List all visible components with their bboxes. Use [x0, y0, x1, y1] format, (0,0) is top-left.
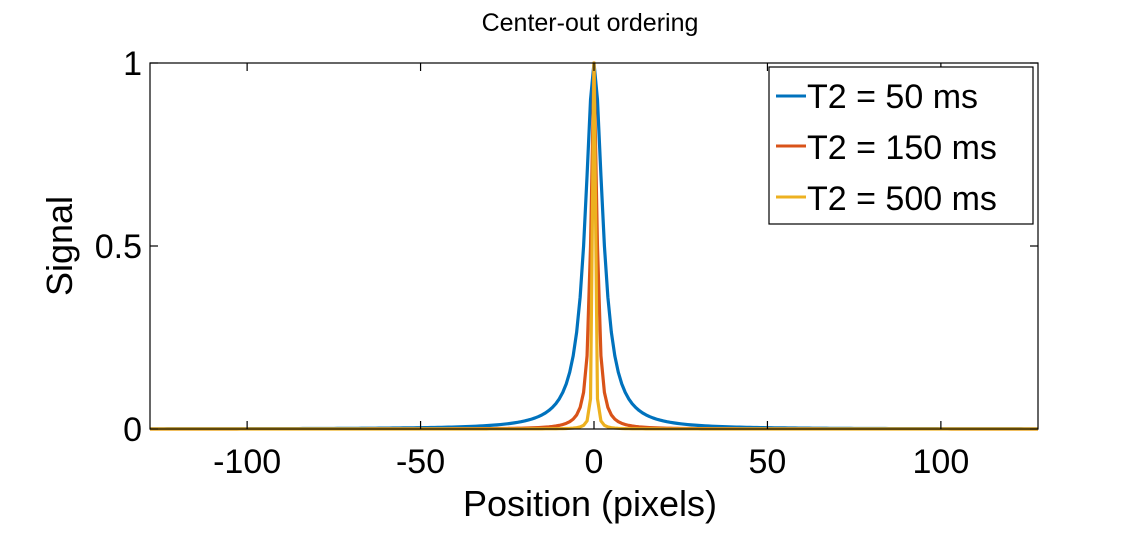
y-axis-label: Signal: [39, 196, 80, 296]
x-tick-label: -50: [396, 443, 445, 481]
legend-label-t2-150: T2 = 150 ms: [807, 129, 997, 167]
x-tick-label: 0: [585, 443, 604, 481]
legend-label-t2-50: T2 = 50 ms: [807, 78, 978, 116]
legend: T2 = 50 ms T2 = 150 ms T2 = 500 ms: [768, 66, 1034, 225]
x-tick-label: 50: [749, 443, 787, 481]
y-tick-label: 0: [123, 411, 142, 449]
x-axis-label: Position (pixels): [463, 483, 717, 524]
x-tick-label: -100: [213, 443, 281, 481]
tick-layer: -100 -50 0 50 100 0 0.5 1: [95, 45, 1038, 481]
y-tick-label: 1: [123, 45, 142, 83]
y-tick-label: 0.5: [95, 228, 142, 266]
x-tick-label: 100: [913, 443, 970, 481]
chart-title: Center-out ordering: [482, 9, 699, 37]
legend-label-t2-500: T2 = 500 ms: [807, 180, 997, 218]
legend-box: [768, 66, 1034, 225]
